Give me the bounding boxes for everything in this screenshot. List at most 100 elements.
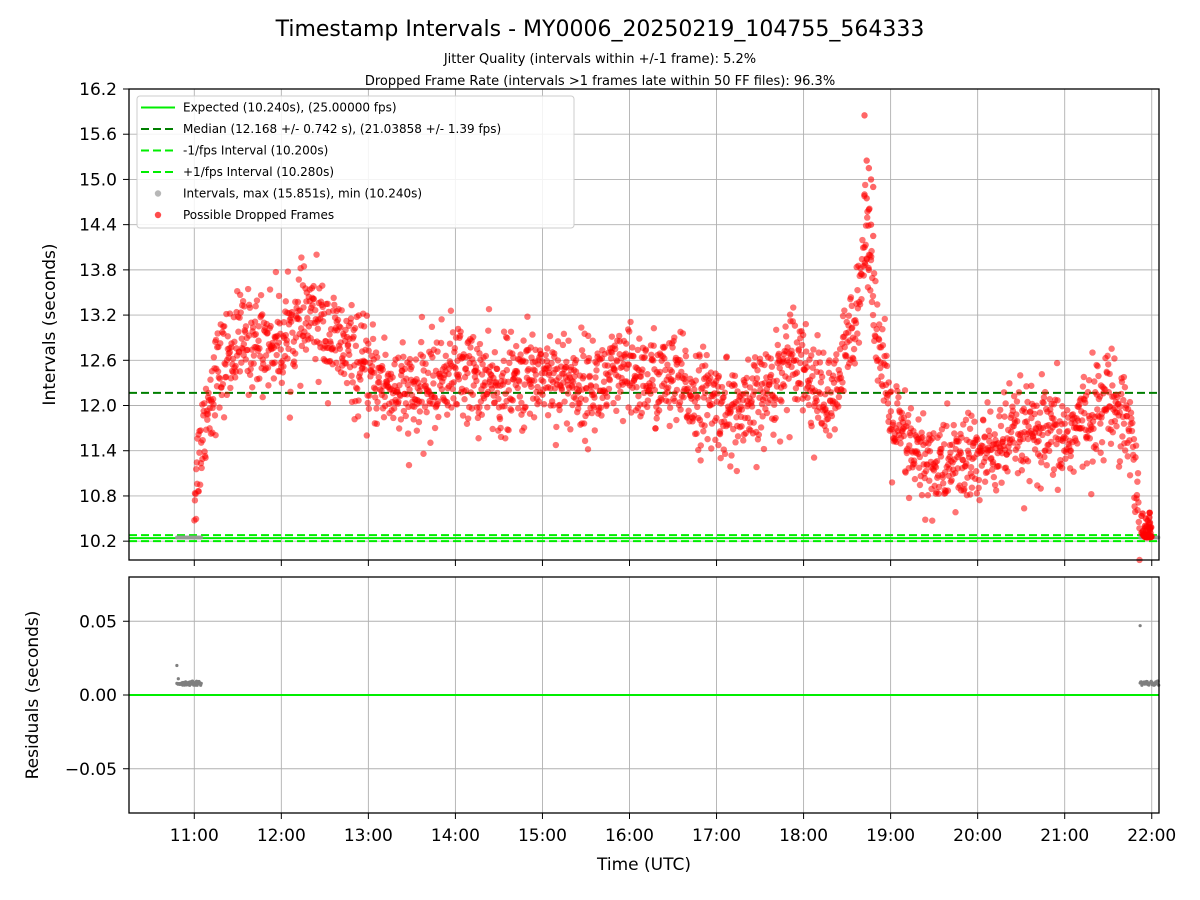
dropped-frame-point [636,401,644,408]
dropped-frame-point [279,369,287,376]
dropped-frame-point [312,306,319,314]
dropped-frame-point [585,354,593,362]
dropped-frame-point [761,361,768,369]
dropped-frame-point [580,420,588,427]
dropped-frame-point [469,391,477,398]
dropped-frame-point [1111,417,1119,425]
dropped-frame-point [1050,415,1057,422]
dropped-frame-point [991,431,998,438]
dropped-frame-point [585,332,592,340]
dropped-frame-point [390,405,398,412]
dropped-frame-point [236,291,244,299]
dropped-frame-point [867,221,875,228]
x-tick-label: 20:00 [953,826,1002,846]
bottom-y-tick-label: 0.05 [79,612,117,632]
dropped-frame-point [634,346,641,354]
dropped-frame-point [865,206,873,213]
dropped-frame-point [757,424,765,431]
dropped-frame-point [572,368,580,375]
dropped-frame-point [534,383,541,391]
dropped-frame-point [767,355,774,362]
dropped-frame-point [708,445,715,452]
dropped-frame-point [863,157,870,164]
dropped-frame-point [516,378,523,385]
dropped-frame-point [1081,399,1089,406]
bottom-panel-y-axis-label: Residuals (seconds) [23,611,43,780]
dropped-frame-point [211,412,219,419]
dropped-frame-point [723,353,730,360]
dropped-frame-point [1053,359,1061,367]
dropped-frame-point [371,369,378,376]
dropped-frame-point [1059,403,1066,410]
dropped-frame-point [217,340,224,347]
dropped-frame-point [975,476,983,484]
bottom-panel-points [129,624,1161,696]
dropped-frame-point [564,390,572,397]
dropped-frame-point [1118,378,1126,386]
dropped-frame-point [514,405,522,412]
dropped-frame-point [697,457,704,464]
dropped-frame-point [262,352,270,359]
dropped-frame-point [731,382,738,389]
dropped-frame-point [255,323,262,330]
dropped-frame-point [1109,382,1116,389]
dropped-frame-point [444,411,451,418]
dropped-frame-point [630,352,637,360]
dropped-frame-point [1013,418,1021,425]
top-y-tick-label: 13.2 [79,306,117,326]
dropped-frame-point [847,294,855,301]
dropped-frame-point [550,402,557,409]
dropped-frame-point [636,335,643,342]
dropped-frame-point [835,403,842,410]
top-y-tick-label: 15.6 [79,125,117,145]
dropped-frame-point [773,326,780,333]
dropped-frame-point [491,348,499,356]
dropped-frame-point [338,307,345,314]
dropped-frame-point [464,415,472,422]
dropped-frame-point [1022,408,1029,416]
dropped-frame-point [797,380,804,388]
dropped-frame-point [1111,355,1118,362]
dropped-frame-point [715,372,723,380]
dropped-frame-point [1129,419,1136,427]
dropped-frame-point [1090,425,1097,432]
dropped-frame-point [845,312,852,319]
dropped-frame-point [771,401,778,408]
legend-marker-swatch [154,190,162,197]
dropped-frame-point [310,295,317,303]
dropped-frame-point [295,316,303,323]
dropped-frame-point [681,372,689,380]
dropped-frame-point [1014,443,1021,451]
dropped-frame-point [463,420,471,427]
dropped-frame-point [1119,433,1126,440]
dropped-frame-point [937,453,945,460]
top-panel-ticks: 10.2 10.8 11.4 12.0 12.6 13.2 13.8 14.4 15.0 15.6… [79,80,1153,566]
dropped-frame-point [1127,409,1135,416]
dropped-frame-point [336,345,344,352]
dropped-frame-point [554,357,562,364]
dropped-frame-point [1058,464,1066,472]
dropped-frame-point [1079,463,1086,470]
dropped-frame-point [540,378,547,385]
dropped-frame-point [449,329,457,336]
dropped-frame-point [930,430,937,437]
dropped-frame-point [625,404,632,411]
dropped-frame-point [1105,389,1113,396]
dropped-frame-point [1115,463,1123,470]
dropped-frame-point [745,356,752,363]
dropped-frame-point [1017,372,1024,379]
dropped-frame-point [869,292,877,300]
dropped-frame-point [808,352,815,359]
dropped-frame-point [797,351,805,358]
dropped-frame-point [581,437,589,445]
legend-label: -1/fps Interval (10.200s) [183,144,328,158]
dropped-frame-point [919,434,926,441]
dropped-frame-point [1080,373,1088,381]
dropped-frame-point [592,374,599,381]
dropped-frame-point [584,446,592,453]
dropped-frame-point [360,323,368,330]
dropped-frame-point [250,360,257,367]
dropped-frame-point [472,364,480,371]
dropped-frame-point [1105,361,1112,368]
dropped-frame-point [1126,398,1134,406]
